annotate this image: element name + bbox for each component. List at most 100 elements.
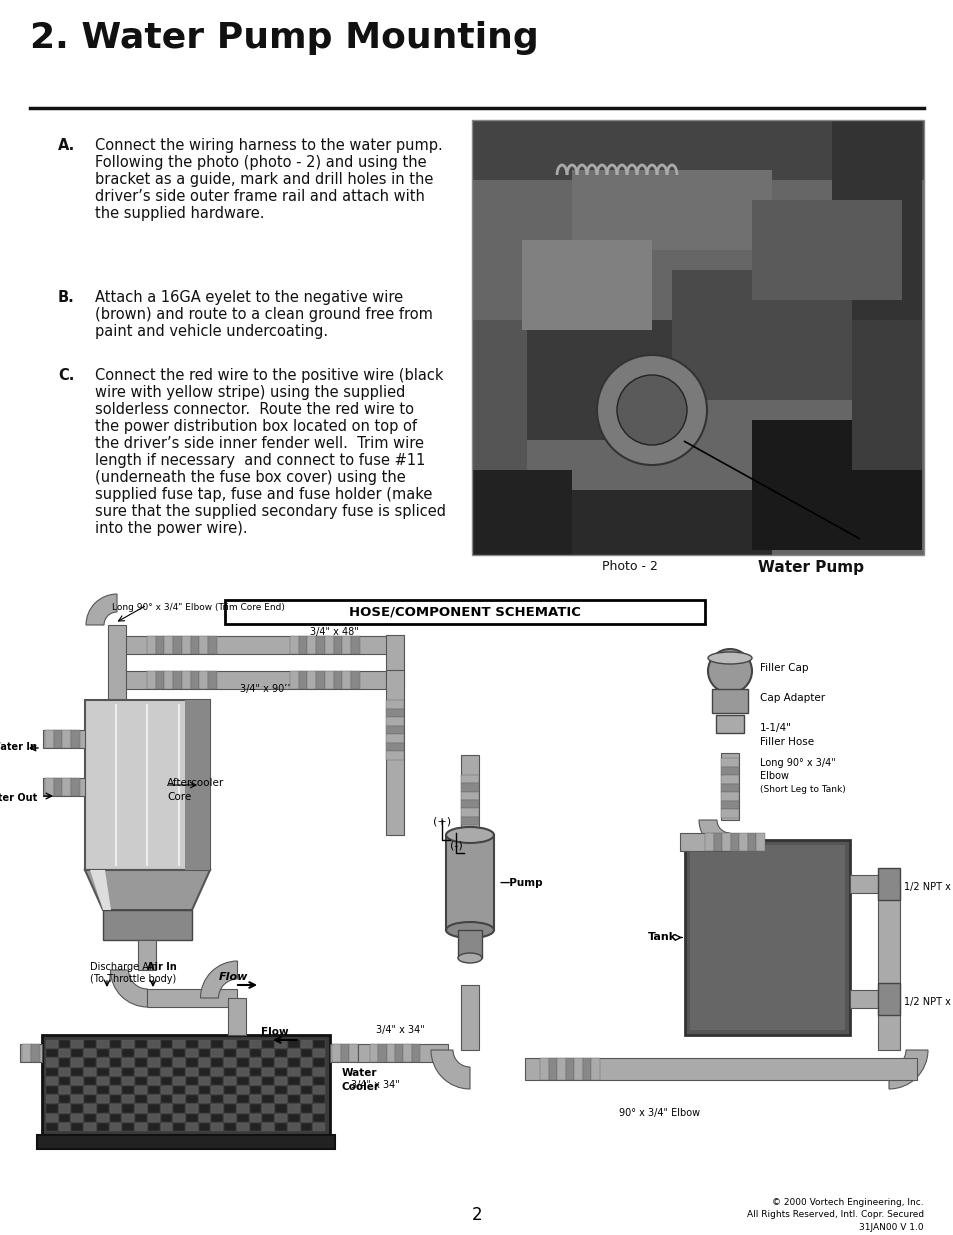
- Bar: [164, 671, 173, 689]
- Bar: [342, 636, 351, 655]
- Bar: [262, 1086, 274, 1094]
- Text: 3/4" x 34": 3/4" x 34": [375, 1025, 424, 1035]
- Bar: [262, 1114, 274, 1121]
- Bar: [97, 1058, 109, 1067]
- Bar: [315, 636, 325, 655]
- Bar: [224, 1067, 235, 1076]
- Bar: [135, 1123, 147, 1131]
- Text: driver’s side outer frame rail and attach with: driver’s side outer frame rail and attac…: [95, 189, 424, 204]
- Bar: [288, 1050, 299, 1057]
- Bar: [97, 1114, 109, 1121]
- Bar: [148, 1050, 159, 1057]
- Bar: [288, 1104, 299, 1113]
- Bar: [148, 1040, 159, 1049]
- Bar: [325, 671, 334, 689]
- Bar: [148, 1104, 159, 1113]
- Bar: [574, 1058, 582, 1079]
- Bar: [122, 1104, 134, 1113]
- Bar: [720, 809, 739, 818]
- Bar: [591, 1058, 599, 1079]
- Bar: [198, 1123, 211, 1131]
- Bar: [313, 1058, 325, 1067]
- Bar: [71, 1095, 83, 1103]
- Bar: [704, 832, 713, 851]
- Bar: [71, 730, 80, 748]
- Bar: [71, 1050, 83, 1057]
- Text: solderless connector.  Route the red wire to: solderless connector. Route the red wire…: [95, 403, 414, 417]
- Bar: [173, 1086, 185, 1094]
- Bar: [288, 1040, 299, 1049]
- Bar: [313, 1095, 325, 1103]
- Bar: [110, 1058, 121, 1067]
- Wedge shape: [200, 961, 237, 998]
- Bar: [186, 1050, 197, 1057]
- Bar: [472, 320, 526, 471]
- Bar: [386, 671, 403, 835]
- Text: Photo - 2: Photo - 2: [601, 559, 658, 573]
- Bar: [182, 671, 191, 689]
- Bar: [300, 1095, 312, 1103]
- Text: B.: B.: [58, 290, 74, 305]
- Bar: [110, 1040, 121, 1049]
- Bar: [84, 1050, 96, 1057]
- Bar: [720, 784, 739, 793]
- Bar: [135, 1086, 147, 1094]
- Bar: [173, 671, 182, 689]
- Bar: [59, 1077, 71, 1086]
- Bar: [288, 1077, 299, 1086]
- Bar: [300, 1040, 312, 1049]
- Bar: [212, 1067, 223, 1076]
- Bar: [155, 636, 164, 655]
- Bar: [186, 1040, 197, 1049]
- Bar: [307, 636, 315, 655]
- Ellipse shape: [446, 923, 494, 939]
- Bar: [236, 1086, 249, 1094]
- Bar: [250, 1077, 261, 1086]
- Bar: [84, 1123, 96, 1131]
- Bar: [313, 1104, 325, 1113]
- Bar: [110, 1086, 121, 1094]
- Bar: [877, 884, 899, 1008]
- Bar: [274, 1114, 287, 1121]
- Bar: [198, 1114, 211, 1121]
- Bar: [20, 1044, 42, 1062]
- Bar: [313, 1067, 325, 1076]
- Bar: [250, 1086, 261, 1094]
- Bar: [224, 1086, 235, 1094]
- Text: C.: C.: [58, 368, 74, 383]
- Bar: [212, 1123, 223, 1131]
- Bar: [300, 1114, 312, 1121]
- Bar: [351, 671, 359, 689]
- Bar: [198, 1086, 211, 1094]
- Bar: [173, 636, 182, 655]
- Bar: [236, 1050, 249, 1057]
- Bar: [250, 1067, 261, 1076]
- Polygon shape: [85, 869, 210, 910]
- Bar: [122, 1123, 134, 1131]
- Bar: [224, 1058, 235, 1067]
- Ellipse shape: [707, 652, 751, 664]
- Bar: [274, 1086, 287, 1094]
- Bar: [148, 989, 237, 1007]
- Bar: [160, 1050, 172, 1057]
- Bar: [236, 1114, 249, 1121]
- Bar: [290, 636, 298, 655]
- Bar: [720, 753, 739, 820]
- Bar: [689, 845, 844, 1030]
- Bar: [71, 1104, 83, 1113]
- Text: Filler Hose: Filler Hose: [760, 737, 813, 747]
- Wedge shape: [699, 820, 729, 851]
- Bar: [84, 1104, 96, 1113]
- Text: HOSE/COMPONENT SCHEMATIC: HOSE/COMPONENT SCHEMATIC: [349, 605, 580, 619]
- Bar: [572, 170, 771, 249]
- Bar: [274, 1104, 287, 1113]
- Bar: [460, 816, 478, 825]
- Bar: [250, 1123, 261, 1131]
- Bar: [30, 1044, 40, 1062]
- Bar: [122, 1058, 134, 1067]
- Text: Water Out: Water Out: [0, 793, 37, 803]
- Bar: [349, 1044, 357, 1062]
- Bar: [711, 689, 747, 713]
- Bar: [84, 1040, 96, 1049]
- Bar: [557, 1058, 565, 1079]
